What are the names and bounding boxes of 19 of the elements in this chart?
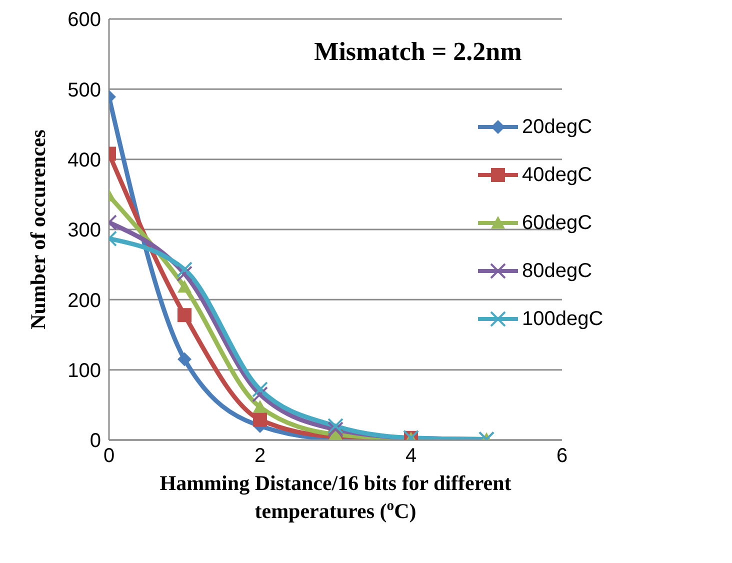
x-tick-label: 2 (254, 445, 266, 468)
text: Mismatch = 2.2nm (314, 37, 522, 66)
x-tick-label: 6 (556, 445, 568, 468)
y-axis-title: Number of occurences (26, 130, 50, 330)
legend-label: 100degC (522, 308, 604, 330)
x-axis-title: Hamming Distance/16 bits for different temperatures ($^{o}$C) (160, 471, 512, 523)
y-tick-label: 400 (68, 149, 101, 172)
x-tick-label: 4 (405, 445, 417, 468)
y-tick-label: 600 (68, 9, 101, 32)
legend-label: 80degC (522, 260, 592, 282)
y-tick-label: 300 (68, 220, 101, 242)
y-tick-label: 500 (68, 79, 101, 102)
x-tick-label: 0 (103, 445, 115, 468)
y-tick-label: 100 (68, 360, 101, 382)
y-tick-label: 200 (68, 290, 101, 312)
y-tick-label: 0 (90, 430, 101, 452)
legend-label: 20degC (522, 116, 592, 138)
legend-label: 60degC (522, 212, 592, 234)
legend-label: 40degC (522, 164, 592, 186)
